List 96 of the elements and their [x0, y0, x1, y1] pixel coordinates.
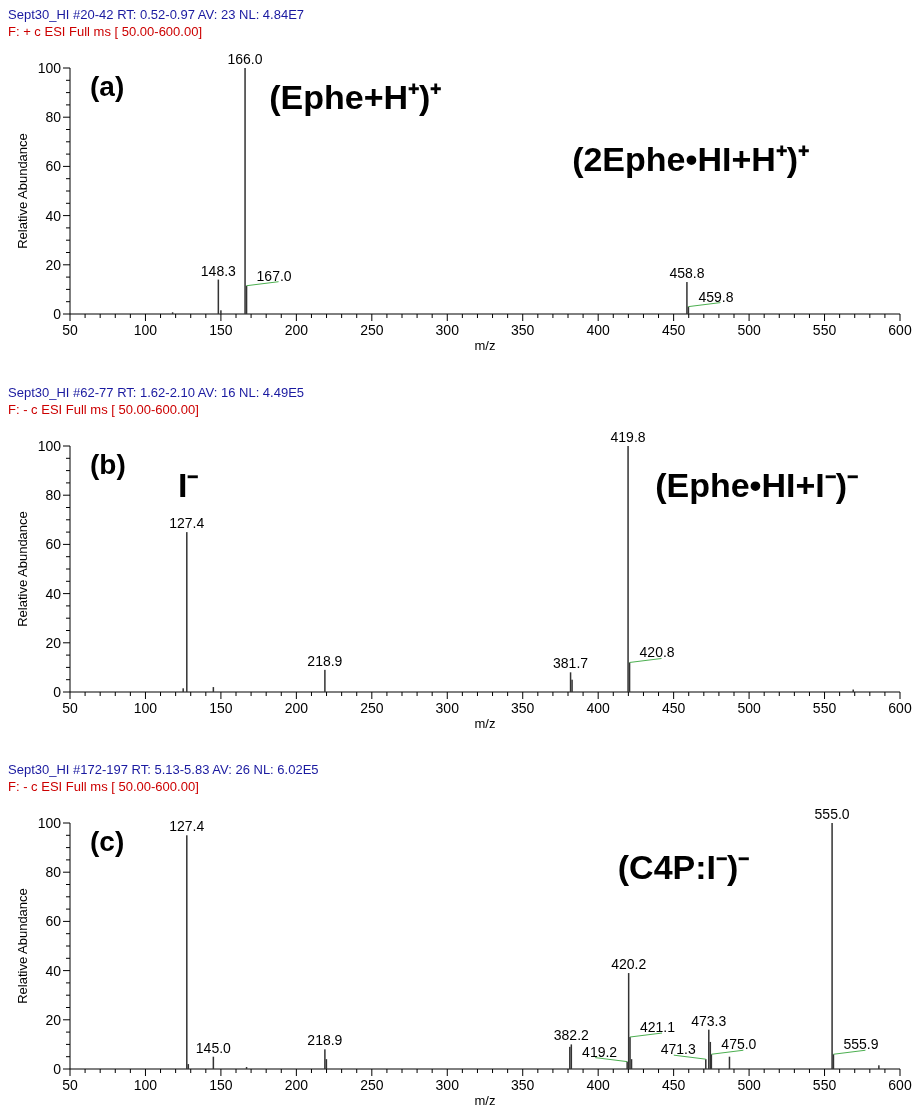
x-axis-title: m/z: [474, 1093, 496, 1108]
x-tick-label: 300: [435, 700, 460, 716]
chart-title: Sept30_HI #20-42 RT: 0.52-0.97 AV: 23 NL: 4.84E7: [8, 7, 305, 22]
annotation: (Ephe•HI+I⁻)⁻: [655, 466, 859, 505]
x-tick-label: 50: [62, 322, 78, 338]
y-tick-label: 100: [37, 60, 62, 76]
y-tick-label: 40: [45, 962, 62, 979]
annotation: (2Ephe•HI+H⁺)⁺: [572, 139, 810, 178]
x-tick-label: 150: [209, 700, 233, 716]
annotation: (Ephe+H⁺)⁺: [269, 78, 442, 117]
annotation: 458.8: [669, 265, 705, 282]
chart-title: Sept30_HI #62-77 RT: 1.62-2.10 AV: 16 NL: 4.49E5: [8, 385, 305, 400]
x-tick-label: 550: [812, 322, 837, 338]
x-tick-label: 450: [661, 700, 686, 716]
x-tick-label: 200: [284, 1077, 309, 1093]
annotation: 381.7: [553, 655, 589, 672]
x-axis-title: m/z: [474, 338, 496, 353]
x-axis-title: m/z: [474, 716, 496, 731]
x-tick-label: 450: [661, 322, 686, 338]
x-tick-label: 350: [511, 700, 535, 716]
x-tick-label: 100: [133, 1077, 158, 1093]
x-tick-label: 600: [888, 322, 912, 338]
y-tick-label: 40: [45, 207, 62, 224]
annotation: 166.0: [227, 51, 263, 67]
annotation: 420.2: [611, 956, 647, 973]
annotation: 382.2: [553, 1027, 590, 1044]
x-tick-label: 400: [586, 1077, 611, 1093]
annotation: 471.3: [660, 1041, 696, 1058]
annotation: 218.9: [307, 652, 343, 669]
annotation: 555.9: [843, 1036, 879, 1053]
x-tick-label: 400: [586, 322, 611, 338]
y-tick-label: 100: [37, 438, 62, 454]
annotation: 421.1: [640, 1019, 676, 1036]
annotation: 475.0: [721, 1036, 757, 1053]
annotation: 420.8: [639, 644, 675, 661]
x-tick-label: 100: [133, 322, 158, 338]
annotation: 218.9: [307, 1032, 343, 1049]
annotation: 127.4: [169, 515, 205, 532]
annotation: 459.8: [698, 288, 734, 305]
x-tick-label: 500: [737, 322, 761, 338]
x-tick-label: 150: [209, 322, 233, 338]
annotation: I⁻: [177, 466, 199, 505]
chart-subtitle: F: + c ESI Full ms [ 50.00-600.00]: [8, 24, 203, 39]
annotation: 145.0: [195, 1039, 232, 1056]
annotation: 419.8: [610, 429, 646, 445]
x-tick-label: 150: [209, 1077, 233, 1093]
y-tick-label: 20: [45, 1011, 62, 1028]
annotation: 167.0: [256, 267, 292, 284]
x-tick-label: 600: [888, 700, 912, 716]
x-tick-label: 300: [435, 322, 460, 338]
y-tick-label: 20: [45, 256, 62, 273]
x-tick-label: 350: [511, 322, 535, 338]
y-axis-title: Relative Abundance: [15, 133, 30, 249]
annotation: 555.0: [814, 806, 850, 822]
x-tick-label: 550: [812, 1077, 837, 1093]
x-tick-label: 50: [62, 1077, 78, 1093]
y-axis-title: Relative Abundance: [15, 888, 30, 1004]
x-tick-label: 400: [586, 700, 611, 716]
x-tick-label: 300: [435, 1077, 460, 1093]
y-tick-label: 20: [45, 634, 62, 651]
y-tick-label: 0: [53, 306, 62, 322]
x-tick-label: 200: [284, 322, 309, 338]
x-tick-label: 100: [133, 700, 158, 716]
annotation: 419.2: [582, 1043, 618, 1060]
y-axis-title: Relative Abundance: [15, 511, 30, 627]
annotation: (a): [90, 71, 125, 102]
annotation: 148.3: [200, 262, 237, 279]
y-tick-label: 0: [53, 1061, 62, 1077]
y-tick-label: 80: [45, 109, 62, 126]
x-tick-label: 250: [360, 1077, 384, 1093]
y-tick-label: 100: [37, 815, 62, 831]
x-tick-label: 250: [360, 700, 384, 716]
y-tick-label: 0: [53, 684, 62, 700]
annotation: (C4P:I⁻)⁻: [617, 848, 750, 887]
annotation: (c): [90, 826, 125, 857]
chart-subtitle: F: - c ESI Full ms [ 50.00-600.00]: [8, 402, 199, 417]
y-tick-label: 40: [45, 585, 62, 602]
annotation: (b): [90, 449, 126, 480]
x-tick-label: 600: [888, 1077, 912, 1093]
x-tick-label: 450: [661, 1077, 686, 1093]
annotation: 473.3: [691, 1012, 727, 1029]
x-tick-label: 200: [284, 700, 309, 716]
annotation: 127.4: [169, 818, 205, 835]
y-tick-label: 60: [45, 158, 62, 175]
y-tick-label: 60: [45, 536, 62, 553]
y-tick-label: 80: [45, 487, 62, 504]
x-tick-label: 550: [812, 700, 837, 716]
y-tick-label: 60: [45, 913, 62, 930]
x-tick-label: 50: [62, 700, 78, 716]
x-tick-label: 500: [737, 1077, 761, 1093]
chart-subtitle: F: - c ESI Full ms [ 50.00-600.00]: [8, 779, 199, 794]
chart-title: Sept30_HI #172-197 RT: 5.13-5.83 AV: 26 NL: 6.02E5: [8, 762, 319, 777]
x-tick-label: 250: [360, 322, 384, 338]
x-tick-label: 350: [511, 1077, 535, 1093]
y-tick-label: 80: [45, 864, 62, 881]
x-tick-label: 500: [737, 700, 761, 716]
